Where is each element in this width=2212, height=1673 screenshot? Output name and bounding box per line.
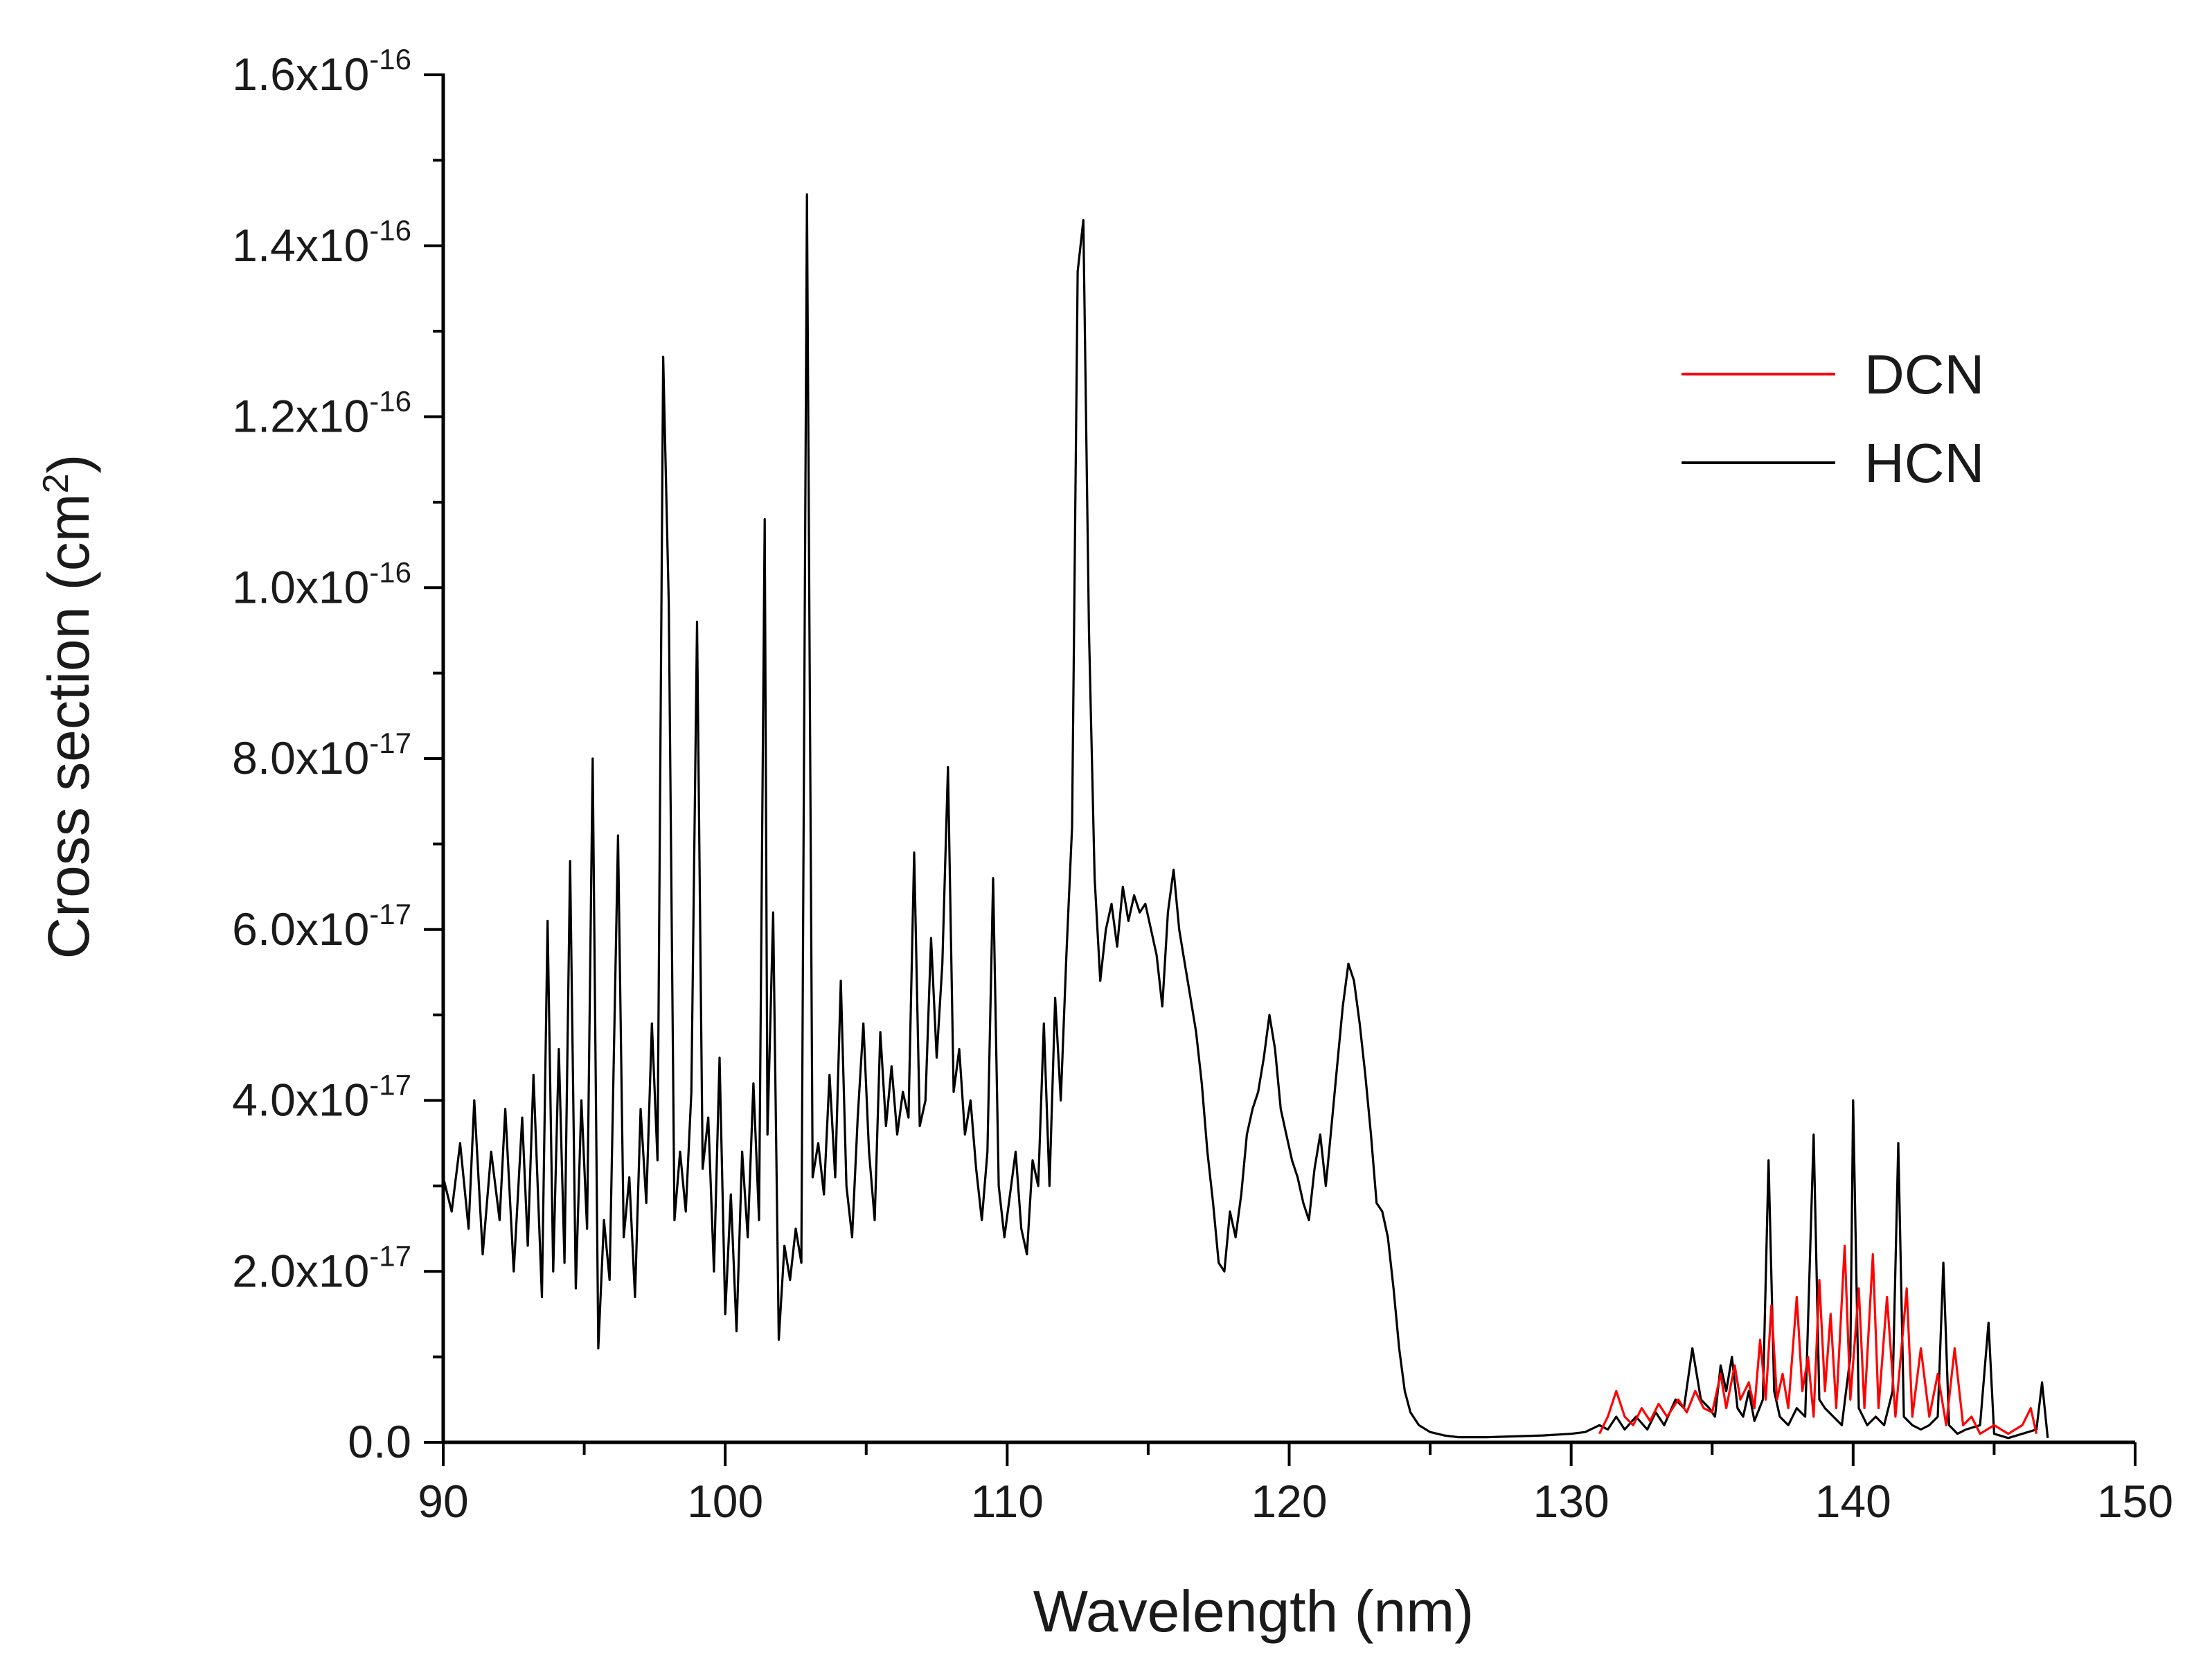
y-tick-label: 2.0x10-17 [232, 1239, 411, 1296]
x-tick-label: 110 [971, 1476, 1044, 1527]
series-line-dcn [1598, 1244, 2038, 1435]
y-tick-label: 1.0x10-16 [232, 556, 411, 612]
y-tick-label: 1.4x10-16 [232, 214, 411, 271]
x-tick-label: 150 [2097, 1476, 2173, 1527]
y-tick-label: 4.0x10-17 [232, 1069, 411, 1126]
y-axis-title-main: Cross section (cm [36, 493, 101, 959]
y-tick-label: 1.2x10-16 [232, 385, 411, 442]
x-tick-label: 120 [1251, 1476, 1327, 1527]
axes: 90 100 110 120 130 140 150 0.0 2.0x10-17 4.0x10-1… [232, 43, 2173, 1527]
y-axis-title: Cross section (cm2) [36, 454, 101, 959]
x-axis-title: Wavelength (nm) [1033, 1579, 1474, 1644]
series-line-hcn [442, 193, 2049, 1440]
y-axis-title-close: ) [36, 454, 101, 473]
legend-label-dcn: DCN [1864, 344, 1984, 405]
x-tick-label: 140 [1815, 1476, 1891, 1527]
legend: DCN HCN [1682, 344, 1984, 494]
svg-text:Cross section (cm2): Cross section (cm2) [36, 454, 101, 959]
y-axis-title-sup: 2 [36, 473, 76, 493]
x-tick-label: 100 [687, 1476, 763, 1527]
x-tick-label: 130 [1533, 1476, 1609, 1527]
y-tick-label: 1.6x10-16 [232, 43, 411, 100]
series-layer [442, 193, 2049, 1440]
y-tick-label: 6.0x10-17 [232, 898, 411, 955]
y-tick-label: 8.0x10-17 [232, 727, 411, 784]
x-tick-label: 90 [418, 1476, 468, 1527]
y-tick-label: 0.0 [348, 1416, 411, 1467]
legend-label-hcn: HCN [1864, 432, 1984, 494]
